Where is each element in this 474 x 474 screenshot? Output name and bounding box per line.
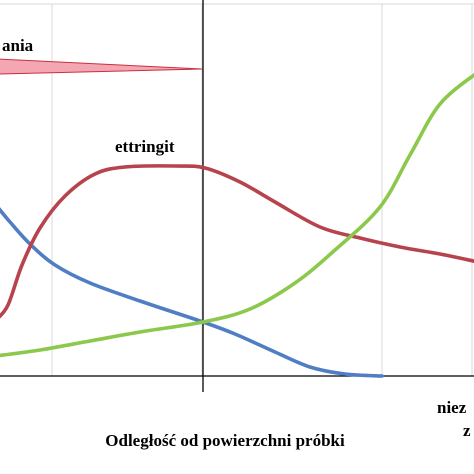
gridlines bbox=[0, 3, 474, 376]
annotation-ania: ania bbox=[2, 36, 34, 55]
green-series-line bbox=[0, 72, 474, 358]
annotation-ettringit: ettringit bbox=[115, 137, 175, 156]
red-series-line bbox=[0, 164, 474, 319]
annotation-niez: niez bbox=[437, 398, 467, 417]
pink-wedge-shape bbox=[0, 58, 203, 75]
blue-series-line bbox=[0, 207, 384, 378]
series-group bbox=[0, 72, 474, 378]
annotation-z: z bbox=[463, 421, 471, 440]
pink-wedge bbox=[0, 58, 203, 75]
x-axis-label: Odległość od powierzchni próbki bbox=[105, 431, 345, 450]
